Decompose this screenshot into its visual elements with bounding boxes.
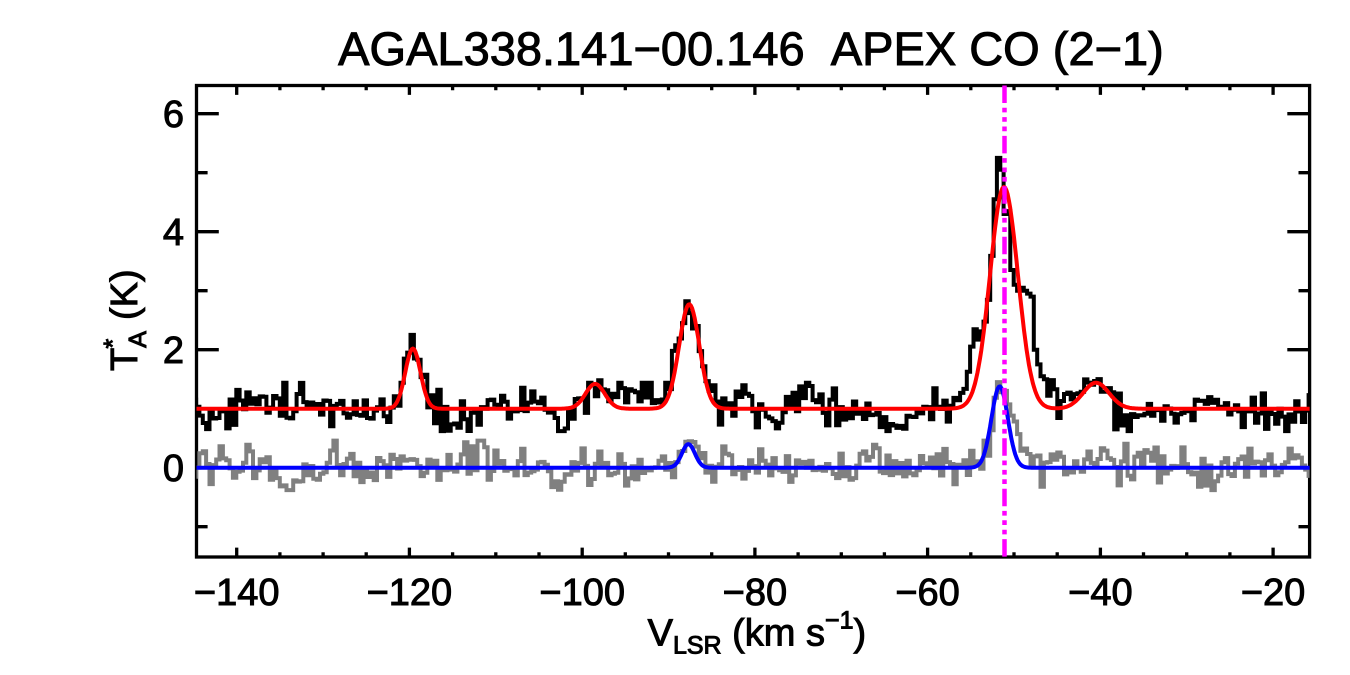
svg-text:−20: −20 bbox=[1241, 572, 1305, 614]
svg-text:−140: −140 bbox=[194, 572, 280, 614]
svg-text:−40: −40 bbox=[1068, 572, 1132, 614]
svg-text:0: 0 bbox=[163, 448, 184, 490]
svg-text:−120: −120 bbox=[367, 572, 453, 614]
svg-text:2: 2 bbox=[163, 330, 184, 372]
svg-text:4: 4 bbox=[163, 212, 184, 254]
svg-text:TA* (K): TA* (K) bbox=[99, 269, 152, 371]
svg-text:6: 6 bbox=[163, 94, 184, 136]
svg-text:−100: −100 bbox=[539, 572, 625, 614]
svg-text:−60: −60 bbox=[895, 572, 959, 614]
svg-text:AGAL338.141−00.146 APEX CO (2: AGAL338.141−00.146 APEX CO (2−1) bbox=[338, 22, 1164, 75]
svg-text:−80: −80 bbox=[723, 572, 787, 614]
